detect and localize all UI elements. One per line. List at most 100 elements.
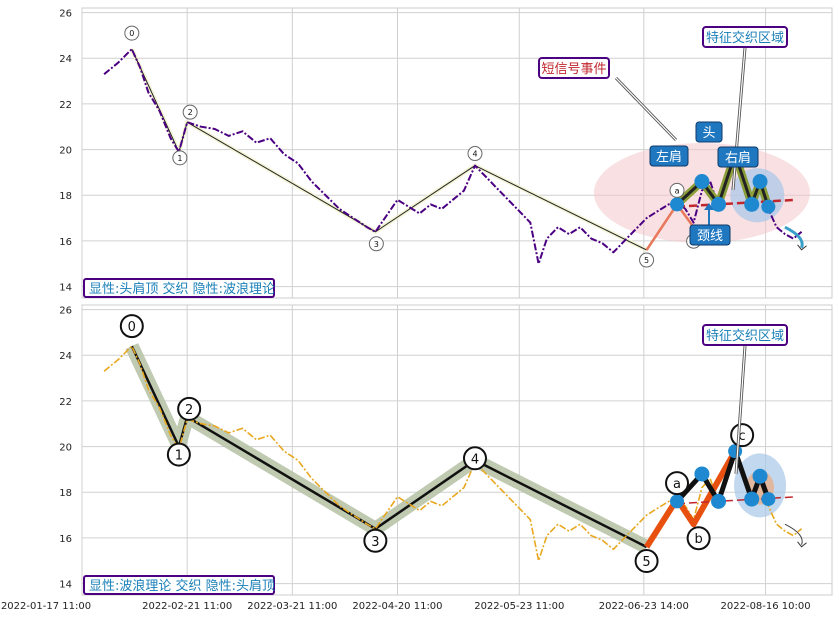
wave-label: 3 <box>371 535 379 550</box>
bottom-plot-area <box>81 304 833 596</box>
y-tick-label: 22 <box>59 100 72 111</box>
caption-box <box>83 278 275 298</box>
y-tick-label: 24 <box>59 54 72 65</box>
wave-label-circle <box>119 314 144 339</box>
hs-point <box>670 494 685 509</box>
signal-event-label-box <box>538 57 610 79</box>
ab-label: a <box>675 186 680 195</box>
caption-box <box>83 575 275 595</box>
y-tick-label: 24 <box>59 351 72 362</box>
price-series <box>103 48 803 265</box>
signal-leader <box>615 77 677 141</box>
left-shoulder-label-box <box>649 145 689 167</box>
y-tick-label: 20 <box>59 146 72 157</box>
neckline-label-box <box>689 224 731 246</box>
feature-zone-label: 特征交织区域 <box>706 30 784 46</box>
wave-label-circle <box>467 146 483 162</box>
y-tick-label: 14 <box>59 283 72 294</box>
hs-point <box>694 174 710 190</box>
wave-label-circle <box>172 150 188 166</box>
price-series <box>103 345 803 562</box>
y-tick-label: 26 <box>59 306 72 317</box>
abc-label-circle <box>665 471 690 496</box>
abc-label: a <box>673 477 681 492</box>
wave-label: 4 <box>472 150 477 159</box>
hs-point <box>752 468 768 484</box>
wave-label-circle <box>177 396 202 421</box>
y-tick-label: 18 <box>59 488 72 499</box>
wave-label: 1 <box>177 154 182 163</box>
x-tick-label: 2022-01-17 11:00 <box>1 601 91 612</box>
signal-event-label: 短信号事件 <box>541 62 606 77</box>
wave-label: 2 <box>188 108 193 117</box>
y-tick-label: 18 <box>59 191 72 202</box>
x-tick-label: 2022-03-21 11:00 <box>247 601 337 612</box>
panel-caption: 显性:头肩顶 交织 隐性:波浪理论 <box>89 281 275 297</box>
wave-label: 3 <box>374 240 379 249</box>
feature-zone-leader <box>735 345 746 475</box>
wave-label-circle <box>363 528 388 553</box>
trend-arrow <box>784 225 804 249</box>
head-label-box <box>695 121 723 143</box>
wave-label: 0 <box>128 320 136 335</box>
wave-label-circle <box>634 549 659 574</box>
hs-point <box>711 196 727 212</box>
abc-label: c <box>739 429 746 444</box>
wave-label-circle <box>182 104 198 120</box>
hs-point <box>744 196 760 212</box>
trend-arrow-head <box>797 541 807 548</box>
feature-zone-label-box <box>702 324 788 346</box>
head-label: 头 <box>702 126 715 141</box>
trend-arrow <box>784 523 803 545</box>
abc-wave-line <box>644 449 738 549</box>
x-tick-label: 2022-08-16 10:00 <box>721 601 811 612</box>
neckline <box>676 496 797 505</box>
wave-label-circle <box>166 442 191 467</box>
hs-point <box>761 199 776 214</box>
wave-label-circle <box>368 236 384 252</box>
top-panel: 14161820222426012345ab短信号事件特征交织区域头左肩右肩颈线… <box>59 7 833 299</box>
panel-caption: 显性:波浪理论 交织 隐性:头肩顶 <box>89 578 275 594</box>
feature-zone-label: 特征交织区域 <box>706 328 784 344</box>
wave-label: 0 <box>129 29 134 38</box>
wave-label-circle <box>639 252 655 268</box>
x-tick-label: 2022-06-23 14:00 <box>599 601 689 612</box>
abc-label: b <box>694 532 702 547</box>
abc-label-circle <box>686 526 711 551</box>
y-tick-label: 22 <box>59 397 72 408</box>
y-tick-label: 26 <box>59 9 72 20</box>
hs-point <box>761 492 776 507</box>
x-tick-label: 2022-05-23 11:00 <box>474 601 564 612</box>
hs-point <box>694 466 710 482</box>
wave-label-circle <box>124 25 140 41</box>
trend-arrow-head <box>797 244 807 251</box>
hs-point <box>752 174 768 190</box>
x-tick-label: 2022-04-20 11:00 <box>352 601 442 612</box>
ab-label-circle <box>669 182 685 198</box>
x-tick-label: 2022-02-21 11:00 <box>142 601 232 612</box>
wave-label: 1 <box>175 449 183 464</box>
hs-point <box>670 197 685 212</box>
wave-label: 5 <box>642 555 650 570</box>
right-shoulder-label-box <box>717 146 759 168</box>
elliott-wave-line <box>131 48 647 251</box>
y-tick-label: 20 <box>59 443 72 454</box>
wave-label: 5 <box>644 256 649 265</box>
left-shoulder-label: 左肩 <box>656 149 682 165</box>
wave-label: 4 <box>471 452 479 467</box>
wave-label-circle <box>462 446 487 471</box>
hs-point <box>711 493 727 509</box>
hs-point <box>744 491 760 507</box>
feature-zone-label-box <box>702 26 788 48</box>
y-tick-label: 16 <box>59 237 72 248</box>
neckline-pointer-head <box>704 203 714 210</box>
y-tick-label: 14 <box>59 580 72 591</box>
abc-label-circle <box>730 423 755 448</box>
y-tick-label: 16 <box>59 534 72 545</box>
wave-label: 2 <box>185 403 193 418</box>
neckline <box>676 198 797 208</box>
neckline-label: 颈线 <box>697 229 723 244</box>
